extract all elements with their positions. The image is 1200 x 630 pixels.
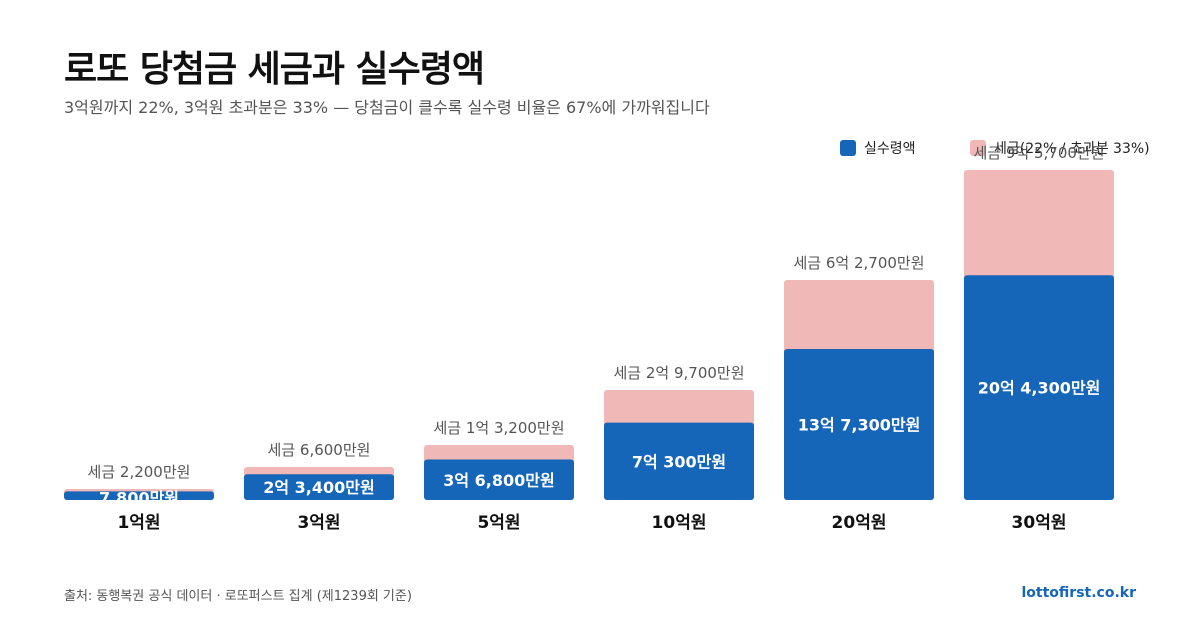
legend-item-tax: 세금(22% / 초과분 33%) [970,138,1150,158]
net-value-label-2: 3억 6,800만원 [443,471,554,490]
bar-net-2 [424,459,574,500]
net-value-label-4: 13억 7,300만원 [798,415,921,434]
page-title: 로또 당첨금 세금과 실수령액 [64,49,485,90]
legend-label-tax: 세금(22% / 초과분 33%) [994,141,1150,157]
net-value-label-3: 7억 300만원 [632,452,726,471]
category-label-2: 5억원 [477,513,520,533]
tax-value-label-2: 세금 1억 3,200만원 [433,419,564,437]
category-label-1: 3억원 [297,513,340,533]
category-label-3: 10억원 [652,513,707,533]
tax-value-label-4: 세금 6억 2,700만원 [793,254,924,272]
bar-net-3 [604,422,754,500]
legend-item-net: 실수령액 [840,138,916,158]
tax-value-label-1: 세금 6,600만원 [268,441,371,459]
legend-swatch-net [840,140,856,156]
net-value-label-5: 20억 4,300만원 [978,379,1101,398]
net-value-label-1: 2억 3,400만원 [263,478,374,497]
legend-label-net: 실수령액 [864,141,916,157]
page-subtitle: 3억원까지 22%, 3억원 초과분은 33% — 당첨금이 클수록 실수령 비… [64,98,710,117]
net-value-label-0: 7,800만원 [99,488,179,507]
category-label-5: 30억원 [1012,513,1067,533]
bar-net-5 [964,275,1114,500]
category-label-0: 1억원 [117,513,160,533]
category-label-4: 20억원 [832,513,887,533]
tax-value-label-5: 세금 9억 5,700만원 [973,144,1104,162]
bar-net-1 [244,474,394,500]
bar-net-0 [64,491,214,500]
site-link[interactable]: lottofirst.co.kr [1021,585,1137,601]
legend-swatch-tax [970,140,986,156]
source-note: 출처: 동행복권 공식 데이터 · 로또퍼스트 집계 (제1239회 기준) [64,589,412,604]
tax-value-label-3: 세금 2억 9,700만원 [613,364,744,382]
bar-net-4 [784,348,934,500]
tax-value-label-0: 세금 2,200만원 [88,463,191,481]
